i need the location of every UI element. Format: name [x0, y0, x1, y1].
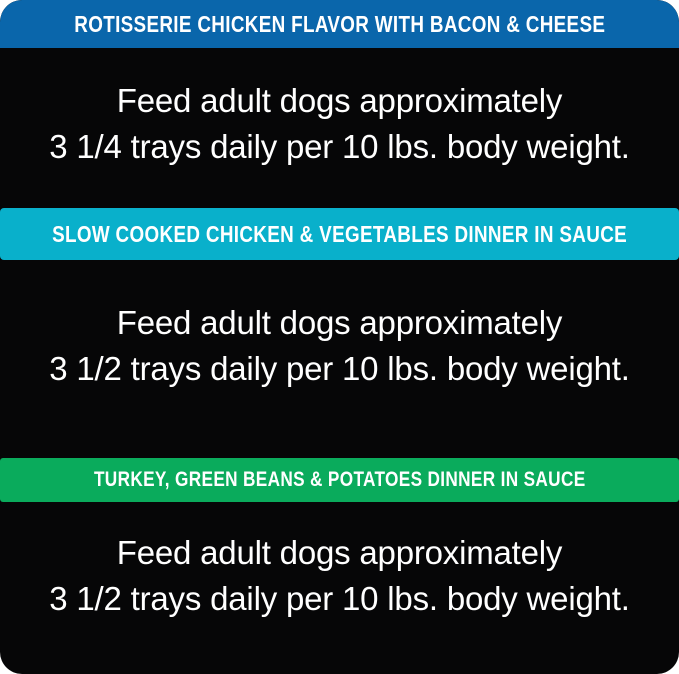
feeding-line-primary: Feed adult dogs approximately — [116, 304, 563, 341]
feeding-line-amount: 3 1/2 trays daily per 10 lbs. body weigh… — [49, 580, 630, 617]
flavor-banner-rotisserie-chicken: ROTISSERIE CHICKEN FLAVOR WITH BACON & C… — [0, 0, 679, 48]
feeding-line-amount: 3 1/4 trays daily per 10 lbs. body weigh… — [49, 128, 630, 165]
flavor-banner-turkey-green-beans: TURKEY, GREEN BEANS & POTATOES DINNER IN… — [0, 458, 679, 502]
flavor-banner-slow-cooked-chicken: SLOW COOKED CHICKEN & VEGETABLES DINNER … — [0, 208, 679, 260]
feeding-instructions-slow-cooked-chicken: Feed adult dogs approximately 3 1/2 tray… — [0, 300, 679, 392]
feeding-line-primary: Feed adult dogs approximately — [116, 82, 563, 119]
feeding-instructions-turkey-green-beans: Feed adult dogs approximately 3 1/2 tray… — [0, 530, 679, 622]
flavor-banner-label: SLOW COOKED CHICKEN & VEGETABLES DINNER … — [52, 220, 627, 247]
feeding-instructions-rotisserie-chicken: Feed adult dogs approximately 3 1/4 tray… — [0, 78, 679, 170]
feeding-line-amount: 3 1/2 trays daily per 10 lbs. body weigh… — [49, 350, 630, 387]
flavor-banner-label: TURKEY, GREEN BEANS & POTATOES DINNER IN… — [93, 468, 586, 491]
flavor-banner-label: ROTISSERIE CHICKEN FLAVOR WITH BACON & C… — [73, 10, 605, 37]
feeding-line-primary: Feed adult dogs approximately — [116, 534, 563, 571]
